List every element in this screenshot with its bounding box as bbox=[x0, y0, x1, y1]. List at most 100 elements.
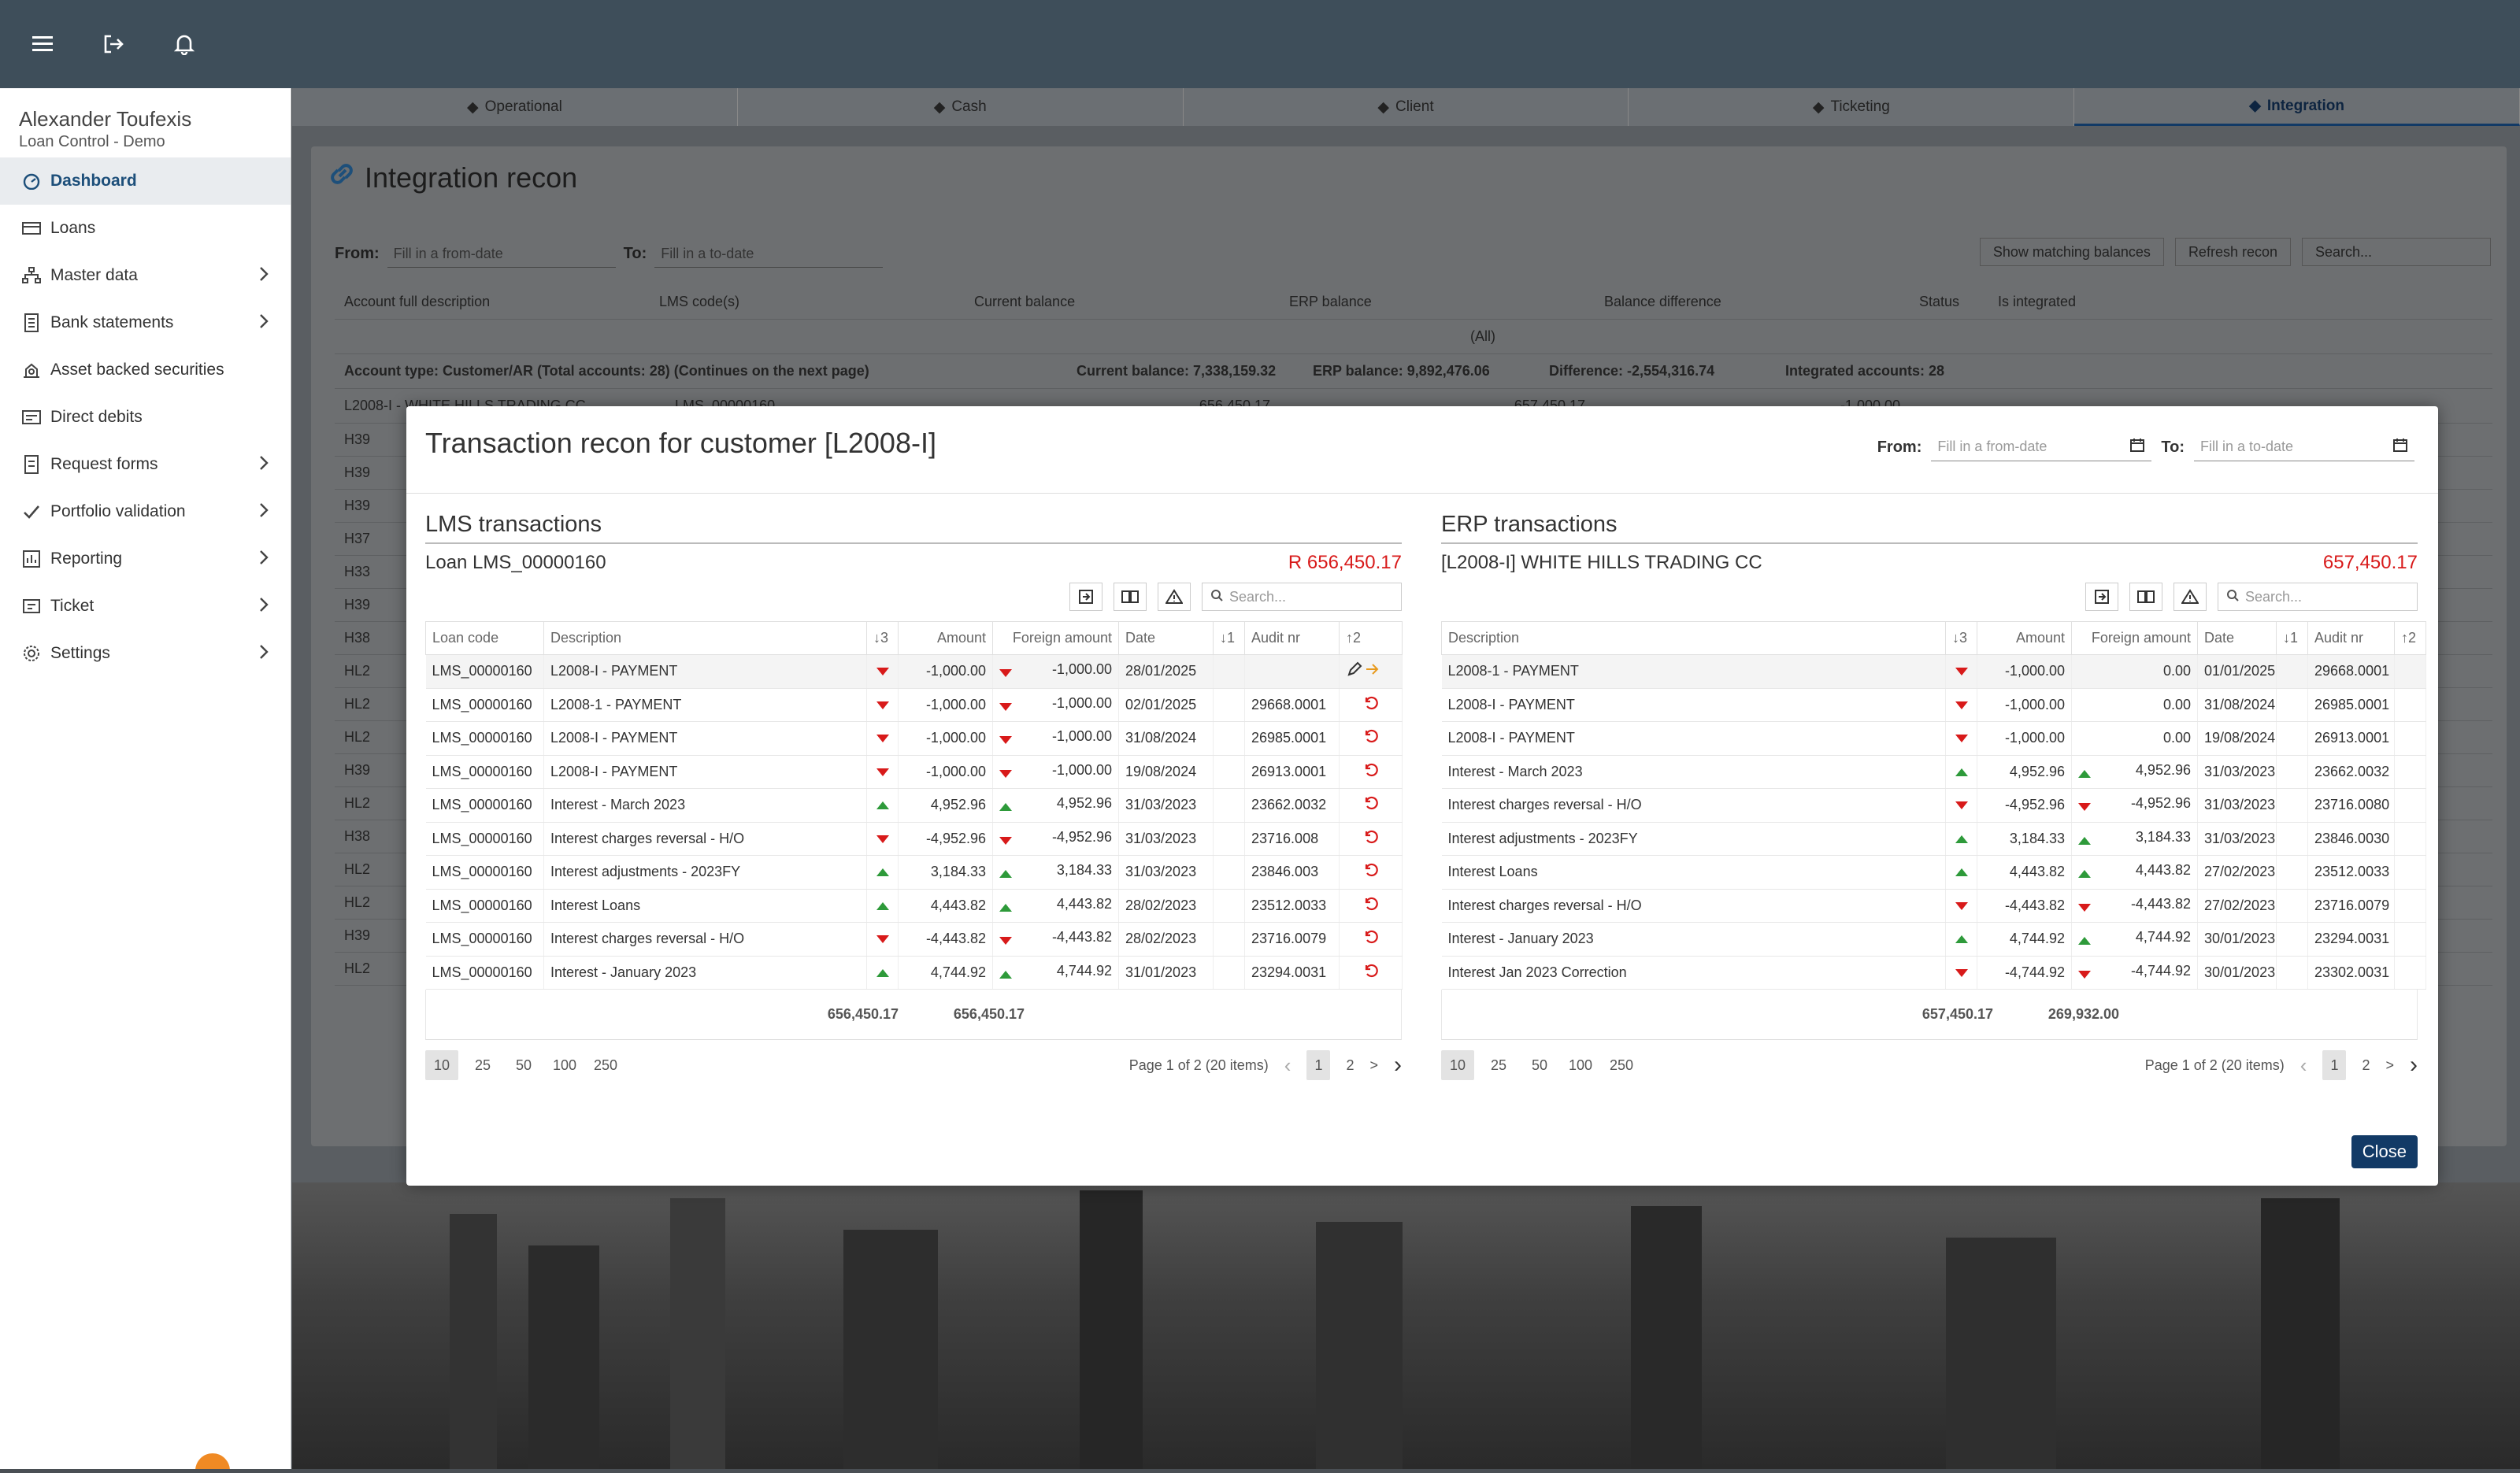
modal-to-date-input[interactable]: Fill in a to-date bbox=[2194, 433, 2414, 461]
table-row[interactable]: Interest - January 2023 4,744.92 4,744.92 3… bbox=[1441, 922, 2426, 957]
tab-integration[interactable]: ◆ Integration bbox=[2074, 88, 2520, 126]
erp-col-header[interactable]: ↓1 bbox=[2276, 621, 2308, 655]
next-page-icon[interactable]: > bbox=[1369, 1057, 1378, 1073]
undo-icon[interactable] bbox=[1339, 855, 1403, 890]
table-row[interactable]: LMS_00000160 L2008-I - PAYMENT -1,000.00 -1… bbox=[425, 755, 1403, 789]
page-size-option[interactable]: 250 bbox=[593, 1057, 618, 1073]
lms-col-header[interactable]: Date bbox=[1118, 621, 1214, 655]
show-matching-balances-button[interactable]: Show matching balances bbox=[1979, 238, 2164, 266]
lms-col-header[interactable]: Audit nr bbox=[1244, 621, 1340, 655]
page-size-option[interactable]: 100 bbox=[552, 1057, 577, 1073]
undo-icon[interactable] bbox=[1339, 956, 1403, 990]
page-size-option[interactable]: 50 bbox=[1531, 1057, 1548, 1073]
sidebar-item-direct-debits[interactable]: Direct debits bbox=[0, 394, 291, 441]
edit-match-icon[interactable] bbox=[1339, 654, 1403, 689]
lms-col-header[interactable]: Loan code bbox=[425, 621, 544, 655]
menu-icon[interactable] bbox=[27, 28, 58, 60]
erp-col-header[interactable]: Audit nr bbox=[2307, 621, 2395, 655]
erp-col-header[interactable]: Date bbox=[2197, 621, 2277, 655]
table-row[interactable]: LMS_00000160 L2008-I - PAYMENT -1,000.00 -1… bbox=[425, 654, 1403, 689]
logout-icon[interactable] bbox=[98, 28, 129, 60]
export-icon[interactable] bbox=[1069, 583, 1102, 611]
page-size-option[interactable]: 50 bbox=[515, 1057, 532, 1073]
lms-col-header[interactable]: Amount bbox=[898, 621, 993, 655]
page-size-option[interactable]: 250 bbox=[1609, 1057, 1634, 1073]
undo-icon[interactable] bbox=[1339, 755, 1403, 789]
table-row[interactable]: LMS_00000160 Interest adjustments - 2023F… bbox=[425, 855, 1403, 890]
page-size-option[interactable]: 10 bbox=[425, 1050, 458, 1080]
lms-col-header[interactable]: ↓1 bbox=[1213, 621, 1245, 655]
lms-search-input[interactable]: Search... bbox=[1202, 583, 1402, 611]
undo-icon[interactable] bbox=[1339, 721, 1403, 756]
close-button[interactable]: Close bbox=[2351, 1135, 2418, 1168]
sidebar-item-reporting[interactable]: Reporting bbox=[0, 535, 291, 583]
recon-col-header[interactable]: Account full description bbox=[344, 294, 491, 309]
refresh-recon-button[interactable]: Refresh recon bbox=[2174, 238, 2291, 266]
erp-col-header[interactable]: Foreign amount bbox=[2071, 621, 2198, 655]
sidebar-item-ticket[interactable]: Ticket bbox=[0, 583, 291, 630]
page-size-option[interactable]: 25 bbox=[1490, 1057, 1507, 1073]
sidebar-item-bank-statements[interactable]: Bank statements bbox=[0, 299, 291, 346]
page-size-option[interactable]: 25 bbox=[474, 1057, 491, 1073]
recon-col-header[interactable]: ERP balance bbox=[1289, 294, 1372, 309]
integrated-filter[interactable]: (All) bbox=[1470, 328, 1495, 344]
table-row[interactable]: Interest charges reversal - H/O -4,443.82… bbox=[1441, 889, 2426, 923]
page-button[interactable]: 2 bbox=[1346, 1057, 1354, 1073]
undo-icon[interactable] bbox=[1339, 922, 1403, 957]
lms-col-header[interactable]: Description bbox=[543, 621, 867, 655]
to-date-input[interactable]: Fill in a to-date bbox=[654, 239, 884, 268]
lms-col-header[interactable]: Foreign amount bbox=[992, 621, 1119, 655]
recon-col-header[interactable]: LMS code(s) bbox=[659, 294, 740, 309]
undo-icon[interactable] bbox=[1339, 822, 1403, 856]
erp-col-header[interactable]: ↑2 bbox=[2394, 621, 2426, 655]
undo-icon[interactable] bbox=[1339, 688, 1403, 722]
table-row[interactable]: Interest adjustments - 2023FY 3,184.33 3,1… bbox=[1441, 822, 2426, 856]
lms-col-header[interactable]: ↑2 bbox=[1339, 621, 1403, 655]
page-button[interactable]: 2 bbox=[2362, 1057, 2370, 1073]
table-row[interactable]: L2008-I - PAYMENT -1,000.00 0.00 31/08/2024… bbox=[1441, 688, 2426, 722]
tab-ticketing[interactable]: ◆ Ticketing bbox=[1629, 88, 2075, 126]
table-row[interactable]: L2008-1 - PAYMENT -1,000.00 0.00 01/01/2025… bbox=[1441, 654, 2426, 689]
sidebar-item-asset-backed-securities[interactable]: Asset backed securities bbox=[0, 346, 291, 394]
recon-search-input[interactable]: Search... bbox=[2302, 238, 2491, 266]
chevron-left-icon[interactable]: ‹ bbox=[2300, 1053, 2307, 1077]
page-button[interactable]: 1 bbox=[1306, 1050, 1331, 1080]
next-page-icon[interactable]: > bbox=[2385, 1057, 2394, 1073]
erp-col-header[interactable]: Description bbox=[1441, 621, 1946, 655]
undo-icon[interactable] bbox=[1339, 889, 1403, 923]
table-row[interactable]: LMS_00000160 L2008-1 - PAYMENT -1,000.00 -1… bbox=[425, 688, 1403, 722]
recon-col-header[interactable]: Current balance bbox=[974, 294, 1076, 309]
chevron-right-icon[interactable]: › bbox=[1394, 1052, 1402, 1078]
recon-col-header[interactable]: Status bbox=[1919, 294, 1960, 309]
warning-icon[interactable] bbox=[1158, 583, 1191, 611]
table-row[interactable]: L2008-I - PAYMENT -1,000.00 0.00 19/08/2024… bbox=[1441, 721, 2426, 756]
from-date-input[interactable]: Fill in a from-date bbox=[387, 239, 616, 268]
bell-icon[interactable] bbox=[169, 28, 200, 60]
table-row[interactable]: LMS_00000160 Interest Loans 4,443.82 4,443.… bbox=[425, 889, 1403, 923]
calendar-icon[interactable] bbox=[2392, 437, 2408, 457]
warning-icon[interactable] bbox=[2174, 583, 2207, 611]
columns-icon[interactable] bbox=[2129, 583, 2162, 611]
sidebar-item-portfolio-validation[interactable]: Portfolio validation bbox=[0, 488, 291, 535]
sidebar-item-loans[interactable]: Loans bbox=[0, 205, 291, 252]
table-row[interactable]: Interest charges reversal - H/O -4,952.96… bbox=[1441, 788, 2426, 823]
table-row[interactable]: LMS_00000160 Interest charges reversal - … bbox=[425, 822, 1403, 856]
table-row[interactable]: LMS_00000160 Interest - March 2023 4,952.9… bbox=[425, 788, 1403, 823]
sidebar-item-settings[interactable]: Settings bbox=[0, 630, 291, 677]
table-row[interactable]: Interest Jan 2023 Correction -4,744.92 -4,… bbox=[1441, 956, 2426, 990]
page-size-option[interactable]: 100 bbox=[1568, 1057, 1593, 1073]
calendar-icon[interactable] bbox=[2129, 437, 2145, 457]
tab-operational[interactable]: ◆ Operational bbox=[292, 88, 738, 126]
undo-icon[interactable] bbox=[1339, 788, 1403, 823]
table-row[interactable]: LMS_00000160 Interest charges reversal - … bbox=[425, 922, 1403, 957]
sidebar-item-dashboard[interactable]: Dashboard bbox=[0, 157, 291, 205]
tab-cash[interactable]: ◆ Cash bbox=[738, 88, 1184, 126]
table-row[interactable]: Interest - March 2023 4,952.96 4,952.96 31/… bbox=[1441, 755, 2426, 789]
erp-col-header[interactable]: Amount bbox=[1977, 621, 2072, 655]
erp-search-input[interactable]: Search... bbox=[2218, 583, 2418, 611]
page-button[interactable]: 1 bbox=[2322, 1050, 2347, 1080]
chevron-left-icon[interactable]: ‹ bbox=[1284, 1053, 1292, 1077]
tab-client[interactable]: ◆ Client bbox=[1184, 88, 1629, 126]
export-icon[interactable] bbox=[2085, 583, 2118, 611]
modal-from-date-input[interactable]: Fill in a from-date bbox=[1931, 433, 2152, 461]
